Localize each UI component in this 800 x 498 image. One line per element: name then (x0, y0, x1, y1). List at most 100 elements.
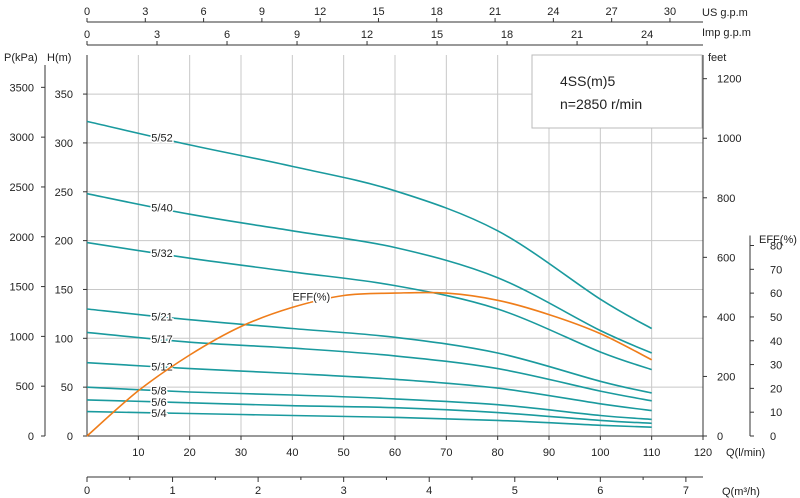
head-curve-label: 5/32 (151, 248, 172, 260)
efficiency-tick-label: 80 (770, 241, 782, 253)
head-curve-5-8 (86, 386, 652, 421)
flow-m3h-tick-label: 6 (597, 485, 603, 497)
head-curve-label: 5/17 (151, 334, 172, 346)
efficiency-tick-label: 40 (770, 336, 782, 348)
us-gpm-tick-label: 3 (142, 6, 148, 18)
pressure-tick-label: 2500 (10, 182, 34, 194)
flow-lmin-tick-label: 80 (492, 447, 504, 459)
flow-lmin-tick-label: 30 (235, 447, 247, 459)
head-tick-label: 50 (61, 382, 73, 394)
head-curve-label: 5/52 (151, 132, 172, 144)
head-tick-label: 200 (55, 236, 73, 248)
head-curve-5-12 (86, 361, 652, 412)
pressure-tick-label: 1500 (10, 282, 34, 294)
pressure-tick-label: 2000 (10, 232, 34, 244)
pressure-tick-label: 3500 (10, 82, 34, 94)
feet-tick-label: 0 (717, 431, 723, 443)
flow-lmin-tick-label: 100 (591, 447, 609, 459)
imp-gpm-tick-label: 12 (361, 29, 373, 41)
imp-gpm-tick-label: 21 (571, 29, 583, 41)
feet-tick-label: 600 (717, 252, 735, 264)
us-gpm-tick-label: 21 (489, 6, 501, 18)
efficiency-tick-label: 20 (770, 383, 782, 395)
efficiency-axis-label: EFF(%) (759, 234, 797, 246)
efficiency-tick-label: 60 (770, 288, 782, 300)
flow-m3h-tick-label: 2 (255, 485, 261, 497)
head-axis-label: H(m) (47, 52, 71, 64)
flow-m3h-tick-label: 4 (426, 485, 432, 497)
flow-lmin-tick-label: 40 (286, 447, 298, 459)
us-gpm-tick-label: 9 (259, 6, 265, 18)
efficiency-tick-label: 50 (770, 312, 782, 324)
flow-m3h-tick-label: 1 (169, 485, 175, 497)
flow-lmin-tick-label: 60 (389, 447, 401, 459)
imp-gpm-tick-label: 0 (84, 29, 90, 41)
head-curve-5-17 (86, 331, 652, 402)
imp-gpm-tick-label: 3 (154, 29, 160, 41)
flow-lmin-tick-label: 20 (184, 447, 196, 459)
imp-gpm-tick-label: 15 (431, 29, 443, 41)
flow-lmin-tick-label: 50 (338, 447, 350, 459)
head-curve-5-40 (86, 192, 653, 354)
us-gpm-tick-label: 30 (664, 6, 676, 18)
head-curve-label: 5/21 (151, 311, 172, 323)
title-box: 4SS(m)5 n=2850 r/min (531, 54, 703, 129)
us-gpm-tick-label: 18 (431, 6, 443, 18)
flow-m3h-axis-label: Q(m³/h) (722, 486, 760, 498)
efficiency-tick-label: 30 (770, 360, 782, 372)
head-curve-5-6 (86, 399, 652, 425)
feet-axis-label: feet (708, 52, 726, 64)
chart-subtitle: n=2850 r/min (560, 96, 642, 112)
pressure-tick-label: 0 (28, 431, 34, 443)
flow-lmin-axis-label: Q(l/min) (726, 447, 765, 459)
feet-tick-label: 200 (717, 371, 735, 383)
axes: 10 20 30 40 50 60 70 80 90 100 110 1200 1 2 3 4 5 6 70 3 6 9 1… (10, 6, 783, 497)
flow-lmin-tick-label: 110 (643, 447, 661, 459)
head-curve-label: 5/4 (151, 408, 166, 420)
head-curve-5-21 (86, 308, 652, 394)
head-tick-label: 0 (67, 431, 73, 443)
head-tick-label: 150 (55, 284, 73, 296)
imp-gpm-tick-label: 9 (294, 29, 300, 41)
flow-lmin-tick-label: 10 (132, 447, 144, 459)
flow-lmin-tick-label: 90 (543, 447, 555, 459)
us-gpm-axis-label: US g.p.m (702, 7, 748, 19)
head-tick-label: 250 (55, 187, 73, 199)
head-curve-5-4 (86, 410, 652, 428)
chart-title: 4SS(m)5 (560, 73, 615, 89)
curves: 5/52 5/40 5/32 5/21 5/17 5/12 5/85/65/4 EFF(%) (86, 120, 653, 437)
us-gpm-tick-label: 12 (314, 6, 326, 18)
pressure-tick-label: 500 (16, 381, 34, 393)
efficiency-tick-label: 70 (770, 264, 782, 276)
flow-lmin-tick-label: 70 (440, 447, 452, 459)
pressure-tick-label: 3000 (10, 132, 34, 144)
flow-m3h-tick-label: 0 (84, 485, 90, 497)
efficiency-tick-label: 10 (770, 407, 782, 419)
flow-m3h-tick-label: 7 (683, 485, 689, 497)
imp-gpm-tick-label: 24 (641, 29, 653, 41)
us-gpm-tick-label: 6 (201, 6, 207, 18)
head-tick-label: 100 (55, 333, 73, 345)
us-gpm-tick-label: 24 (547, 6, 559, 18)
imp-gpm-tick-label: 6 (224, 29, 230, 41)
head-curve-label: 5/6 (151, 397, 166, 409)
head-tick-label: 300 (55, 138, 73, 150)
head-tick-label: 350 (55, 89, 73, 101)
imp-gpm-axis-label: Imp g.p.m (702, 27, 751, 39)
flow-lmin-tick-label: 120 (694, 447, 712, 459)
pressure-tick-label: 1000 (10, 331, 34, 343)
feet-tick-label: 1200 (717, 74, 741, 86)
head-curve-label: 5/40 (151, 203, 172, 215)
head-curve-5-52 (86, 120, 653, 330)
feet-tick-label: 1000 (717, 133, 741, 145)
feet-tick-label: 400 (717, 312, 735, 324)
flow-m3h-tick-label: 3 (341, 485, 347, 497)
pressure-axis-label: P(kPa) (4, 52, 38, 64)
imp-gpm-tick-label: 18 (501, 29, 513, 41)
us-gpm-tick-label: 27 (606, 6, 618, 18)
head-curve-5-32 (86, 241, 652, 371)
head-curve-label: 5/8 (151, 385, 166, 397)
feet-tick-label: 800 (717, 193, 735, 205)
flow-m3h-tick-label: 5 (512, 485, 518, 497)
